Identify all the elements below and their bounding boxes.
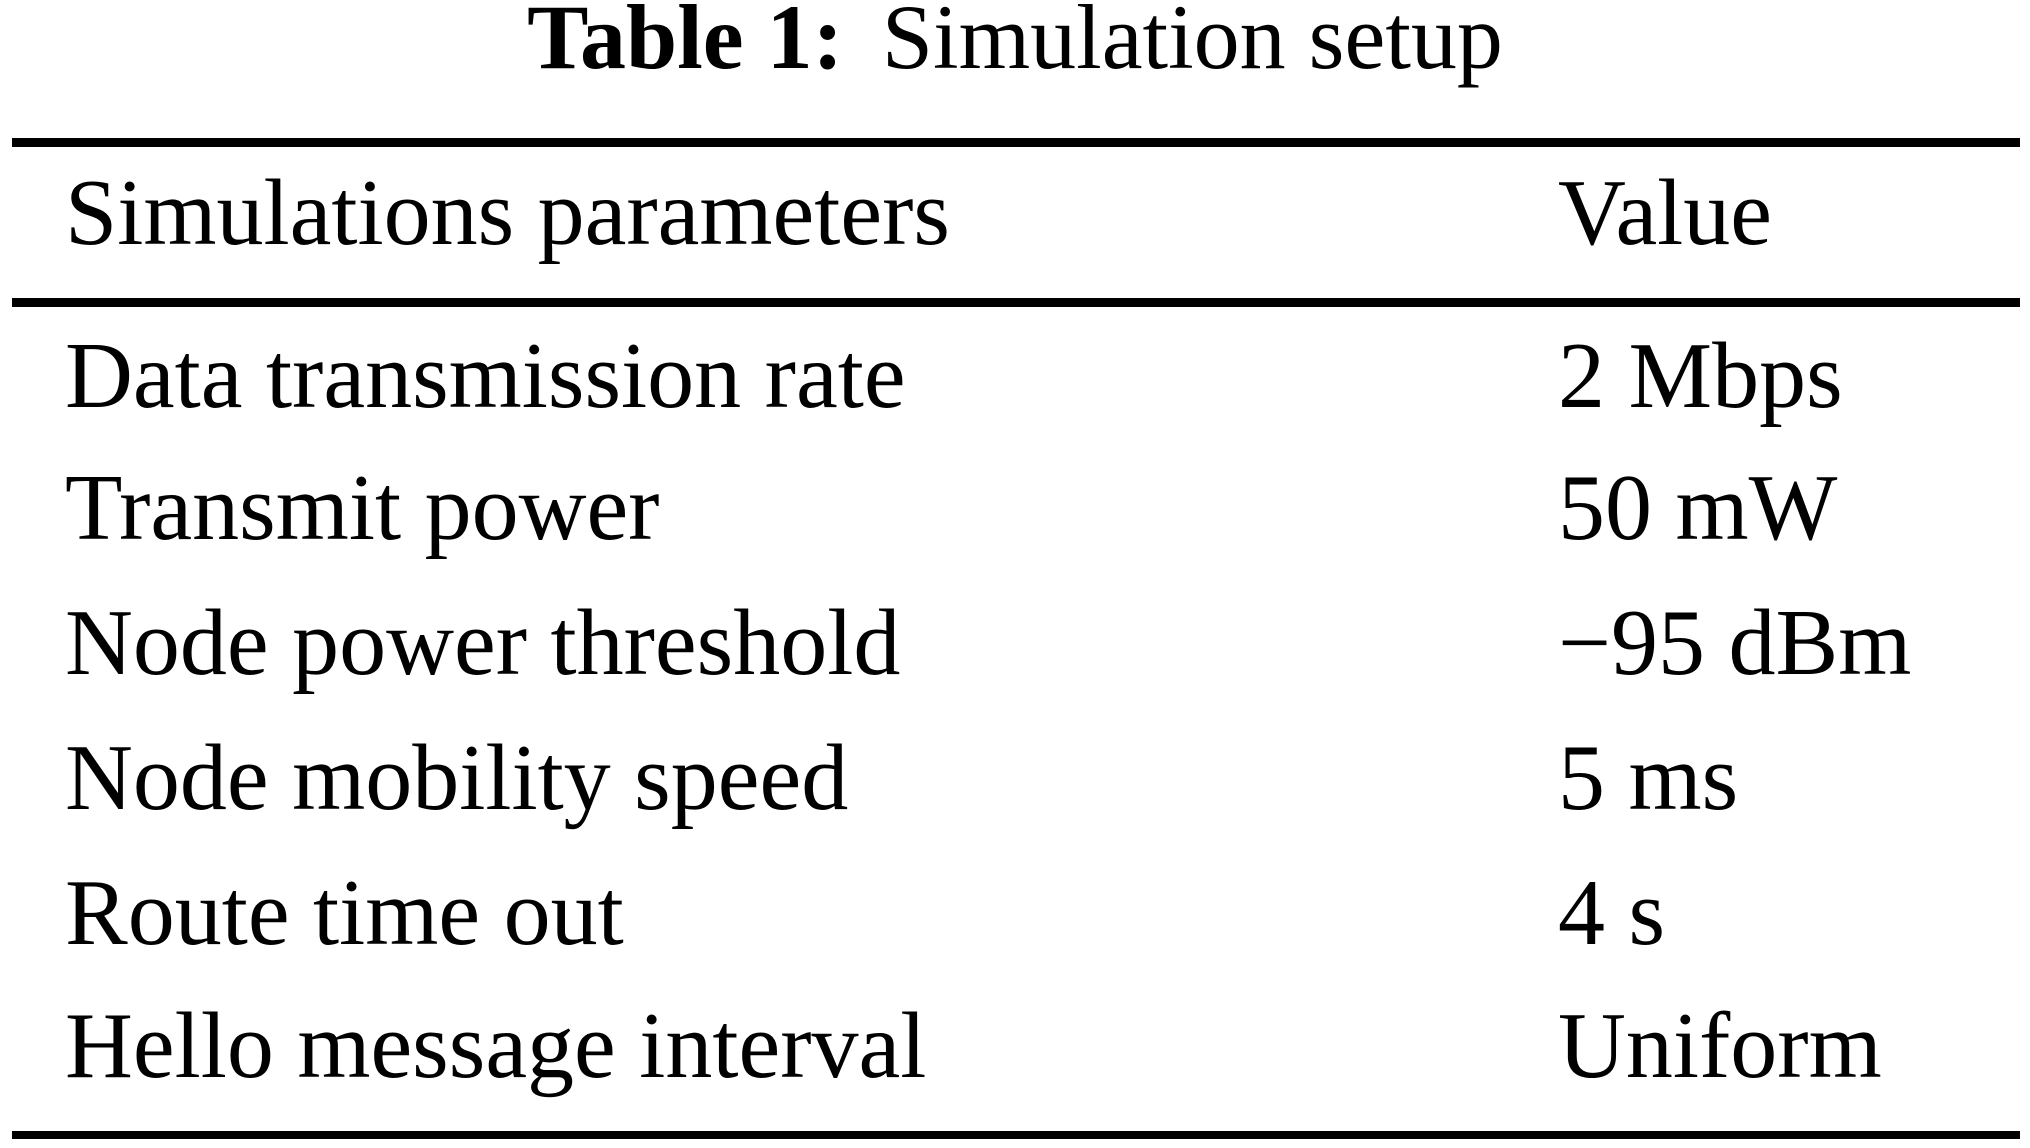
column-header-value: Value <box>1558 161 1773 265</box>
table-row: Transmit power 50 mW <box>0 461 2030 557</box>
param-cell: Transmit power <box>65 456 660 560</box>
param-cell: Hello message interval <box>65 994 927 1098</box>
column-header-parameters: Simulations parameters <box>65 161 950 265</box>
param-cell: Node mobility speed <box>65 726 849 830</box>
table-row: Data transmission rate 2 Mbps <box>0 329 2030 425</box>
value-cell: −95 dBm <box>1558 591 1912 695</box>
table-row: Route time out 4 s <box>0 866 2030 962</box>
table-caption: Table 1: Simulation setup <box>0 0 2030 83</box>
table-caption-text: Simulation setup <box>881 0 1503 88</box>
table-row: Hello message interval Uniform <box>0 999 2030 1095</box>
rule-top <box>12 138 2020 147</box>
rule-header-separator <box>12 298 2020 307</box>
value-cell: 5 ms <box>1558 726 1739 830</box>
param-cell: Data transmission rate <box>65 324 906 428</box>
table-row: Node mobility speed 5 ms <box>0 731 2030 827</box>
param-cell: Route time out <box>65 861 624 965</box>
value-cell: 2 Mbps <box>1558 324 1843 428</box>
value-cell: 4 s <box>1558 861 1666 965</box>
table-caption-label: Table 1: <box>527 0 844 88</box>
table-row: Node power threshold −95 dBm <box>0 596 2030 692</box>
param-cell: Node power threshold <box>65 591 901 695</box>
rule-bottom <box>12 1131 2020 1139</box>
value-cell: Uniform <box>1558 994 1882 1098</box>
value-cell: 50 mW <box>1558 456 1838 560</box>
table-header-row: Simulations parameters Value <box>0 166 2030 262</box>
